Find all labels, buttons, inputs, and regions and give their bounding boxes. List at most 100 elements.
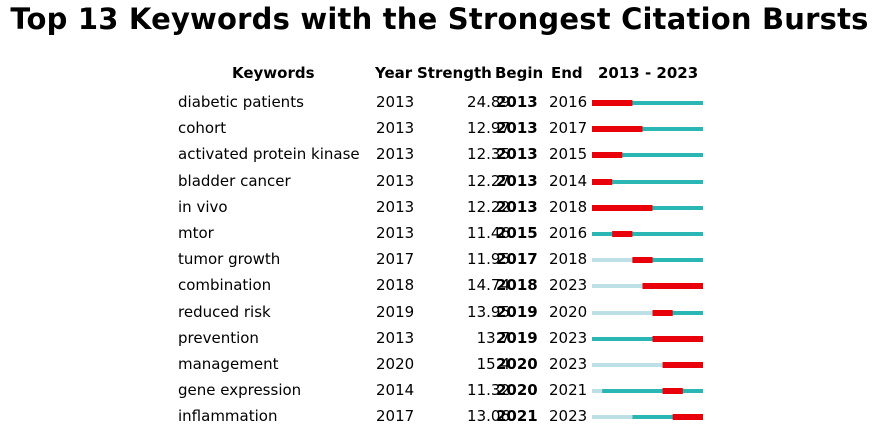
begin-cell: 2019	[496, 303, 538, 321]
burst-segment	[592, 179, 613, 185]
keyword-cell: mtor	[178, 224, 214, 242]
keyword-cell: gene expression	[178, 381, 302, 399]
burst-segment	[672, 414, 703, 420]
end-cell: 2017	[549, 119, 588, 137]
year-cell: 2017	[376, 407, 415, 425]
keyword-cell: reduced risk	[178, 303, 271, 321]
keyword-cell: prevention	[178, 329, 259, 347]
burst-segment	[592, 126, 643, 132]
end-cell: 2020	[549, 303, 588, 321]
strength-cell: 15.4	[476, 355, 510, 373]
header-timeline-range: 2013 - 2023	[598, 64, 699, 82]
end-cell: 2021	[549, 381, 588, 399]
burst-segment	[592, 152, 623, 158]
burst-segment	[662, 388, 683, 394]
keyword-cell: inflammation	[178, 407, 278, 425]
strength-cell: 12.35	[467, 145, 510, 163]
burst-segment	[592, 100, 633, 106]
begin-cell: 2013	[496, 172, 538, 190]
burst-segment	[652, 310, 673, 316]
begin-cell: 2021	[496, 407, 538, 425]
header-year: Year	[375, 64, 413, 82]
begin-cell: 2015	[496, 224, 538, 242]
burst-segment	[662, 362, 703, 368]
active-period-segment	[592, 101, 703, 105]
end-cell: 2023	[549, 329, 588, 347]
strength-cell: 11.32	[467, 381, 510, 399]
year-cell: 2019	[376, 303, 415, 321]
burst-segment	[592, 205, 653, 211]
pre-appearance-segment	[592, 363, 663, 367]
end-cell: 2023	[549, 276, 588, 294]
strength-cell: 24.89	[467, 93, 510, 111]
begin-cell: 2013	[496, 145, 538, 163]
end-cell: 2023	[549, 355, 588, 373]
strength-cell: 11.95	[467, 250, 510, 268]
active-period-segment	[632, 258, 703, 262]
year-cell: 2013	[376, 224, 415, 242]
end-cell: 2018	[549, 198, 588, 216]
keyword-cell: management	[178, 355, 279, 373]
end-cell: 2018	[549, 250, 588, 268]
burst-segment	[632, 257, 653, 263]
active-period-segment	[632, 415, 703, 419]
end-cell: 2016	[549, 224, 588, 242]
year-cell: 2013	[376, 93, 415, 111]
pre-appearance-segment	[592, 389, 603, 393]
keyword-cell: cohort	[178, 119, 227, 137]
strength-cell: 13.95	[467, 303, 510, 321]
begin-cell: 2018	[496, 276, 538, 294]
active-period-segment	[602, 389, 703, 393]
year-cell: 2013	[376, 172, 415, 190]
pre-appearance-segment	[592, 284, 643, 288]
keyword-cell: bladder cancer	[178, 172, 291, 190]
begin-cell: 2013	[496, 198, 538, 216]
year-cell: 2013	[376, 119, 415, 137]
keyword-cell: tumor growth	[178, 250, 281, 268]
begin-cell: 2019	[496, 329, 538, 347]
strength-cell: 12.22	[467, 198, 510, 216]
begin-cell: 2017	[496, 250, 538, 268]
pre-appearance-segment	[592, 258, 633, 262]
active-period-segment	[652, 311, 703, 315]
year-cell: 2013	[376, 329, 415, 347]
keyword-cell: activated protein kinase	[178, 145, 360, 163]
pre-appearance-segment	[592, 415, 633, 419]
header-end: End	[551, 64, 583, 82]
keyword-cell: combination	[178, 276, 272, 294]
begin-cell: 2013	[496, 93, 538, 111]
year-cell: 2013	[376, 198, 415, 216]
active-period-segment	[592, 127, 703, 131]
strength-cell: 13.06	[467, 407, 510, 425]
strength-cell: 11.46	[467, 224, 510, 242]
year-cell: 2018	[376, 276, 415, 294]
begin-cell: 2013	[496, 119, 538, 137]
end-cell: 2015	[549, 145, 588, 163]
header-strength: Strength	[417, 64, 492, 82]
chart-title: Top 13 Keywords with the Strongest Citat…	[10, 2, 869, 36]
begin-cell: 2020	[496, 355, 538, 373]
year-cell: 2020	[376, 355, 415, 373]
active-period-segment	[592, 180, 703, 184]
end-cell: 2016	[549, 93, 588, 111]
end-cell: 2014	[549, 172, 588, 190]
strength-cell: 13.7	[476, 329, 510, 347]
burst-segment	[652, 336, 703, 342]
year-cell: 2013	[376, 145, 415, 163]
active-period-segment	[592, 232, 703, 236]
keyword-cell: in vivo	[178, 198, 228, 216]
header-keywords: Keywords	[232, 64, 315, 82]
year-cell: 2014	[376, 381, 415, 399]
keyword-cell: diabetic patients	[178, 93, 304, 111]
burst-segment	[612, 231, 633, 237]
strength-cell: 12.97	[467, 119, 510, 137]
end-cell: 2023	[549, 407, 588, 425]
year-cell: 2017	[376, 250, 415, 268]
pre-appearance-segment	[592, 311, 653, 315]
active-period-segment	[592, 153, 703, 157]
header-begin: Begin	[495, 64, 544, 82]
burst-segment	[642, 283, 703, 289]
begin-cell: 2020	[496, 381, 538, 399]
active-period-segment	[592, 337, 703, 341]
